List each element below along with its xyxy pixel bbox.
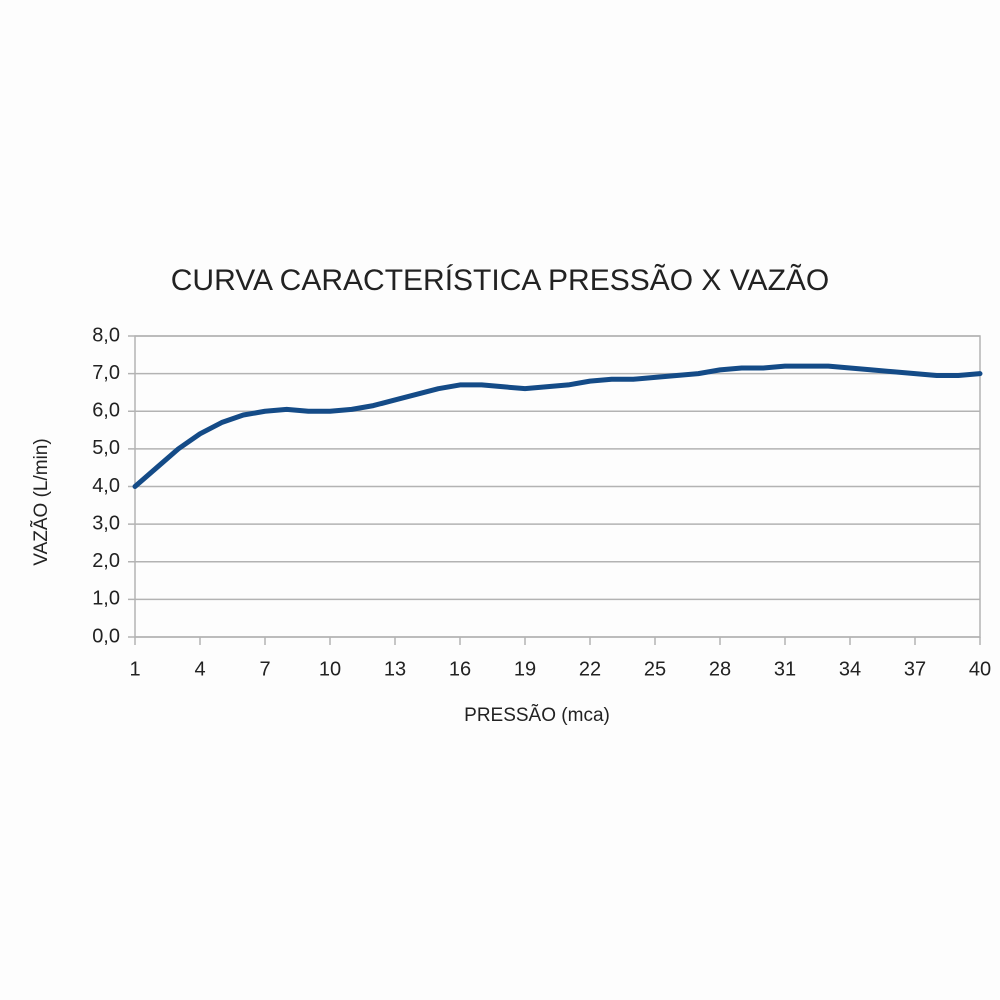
x-tick-label: 28 xyxy=(709,658,731,680)
x-axis-label: PRESSÃO (mca) xyxy=(464,704,610,726)
y-tick-label: 7,0 xyxy=(92,362,120,384)
y-tick-label: 1,0 xyxy=(92,588,120,610)
y-tick-label: 0,0 xyxy=(92,625,120,647)
x-tick-label: 1 xyxy=(129,658,140,680)
x-tick-label: 19 xyxy=(514,658,536,680)
y-tick-label: 6,0 xyxy=(92,400,120,422)
y-tick-label: 3,0 xyxy=(92,512,120,534)
x-tick-label: 40 xyxy=(969,658,991,680)
x-tick-label: 16 xyxy=(449,658,471,680)
x-tick-label: 31 xyxy=(774,658,796,680)
x-tick-label: 4 xyxy=(194,658,205,680)
x-tick-label: 10 xyxy=(319,658,341,680)
y-tick-label: 2,0 xyxy=(92,550,120,572)
y-tick-label: 5,0 xyxy=(92,437,120,459)
x-tick-label: 25 xyxy=(644,658,666,680)
y-tick-label: 8,0 xyxy=(92,324,120,346)
data-line xyxy=(132,363,983,489)
chart-title: CURVA CARACTERÍSTICA PRESSÃO X VAZÃO xyxy=(171,263,830,297)
x-tick-label: 7 xyxy=(259,658,270,680)
x-tick-label: 13 xyxy=(384,658,406,680)
y-tick-label: 4,0 xyxy=(92,475,120,497)
x-tick-label: 34 xyxy=(839,658,861,680)
y-axis-label: VAZÃO (L/min) xyxy=(30,438,52,565)
x-tick-label: 37 xyxy=(904,658,926,680)
x-tick-label: 22 xyxy=(579,658,601,680)
